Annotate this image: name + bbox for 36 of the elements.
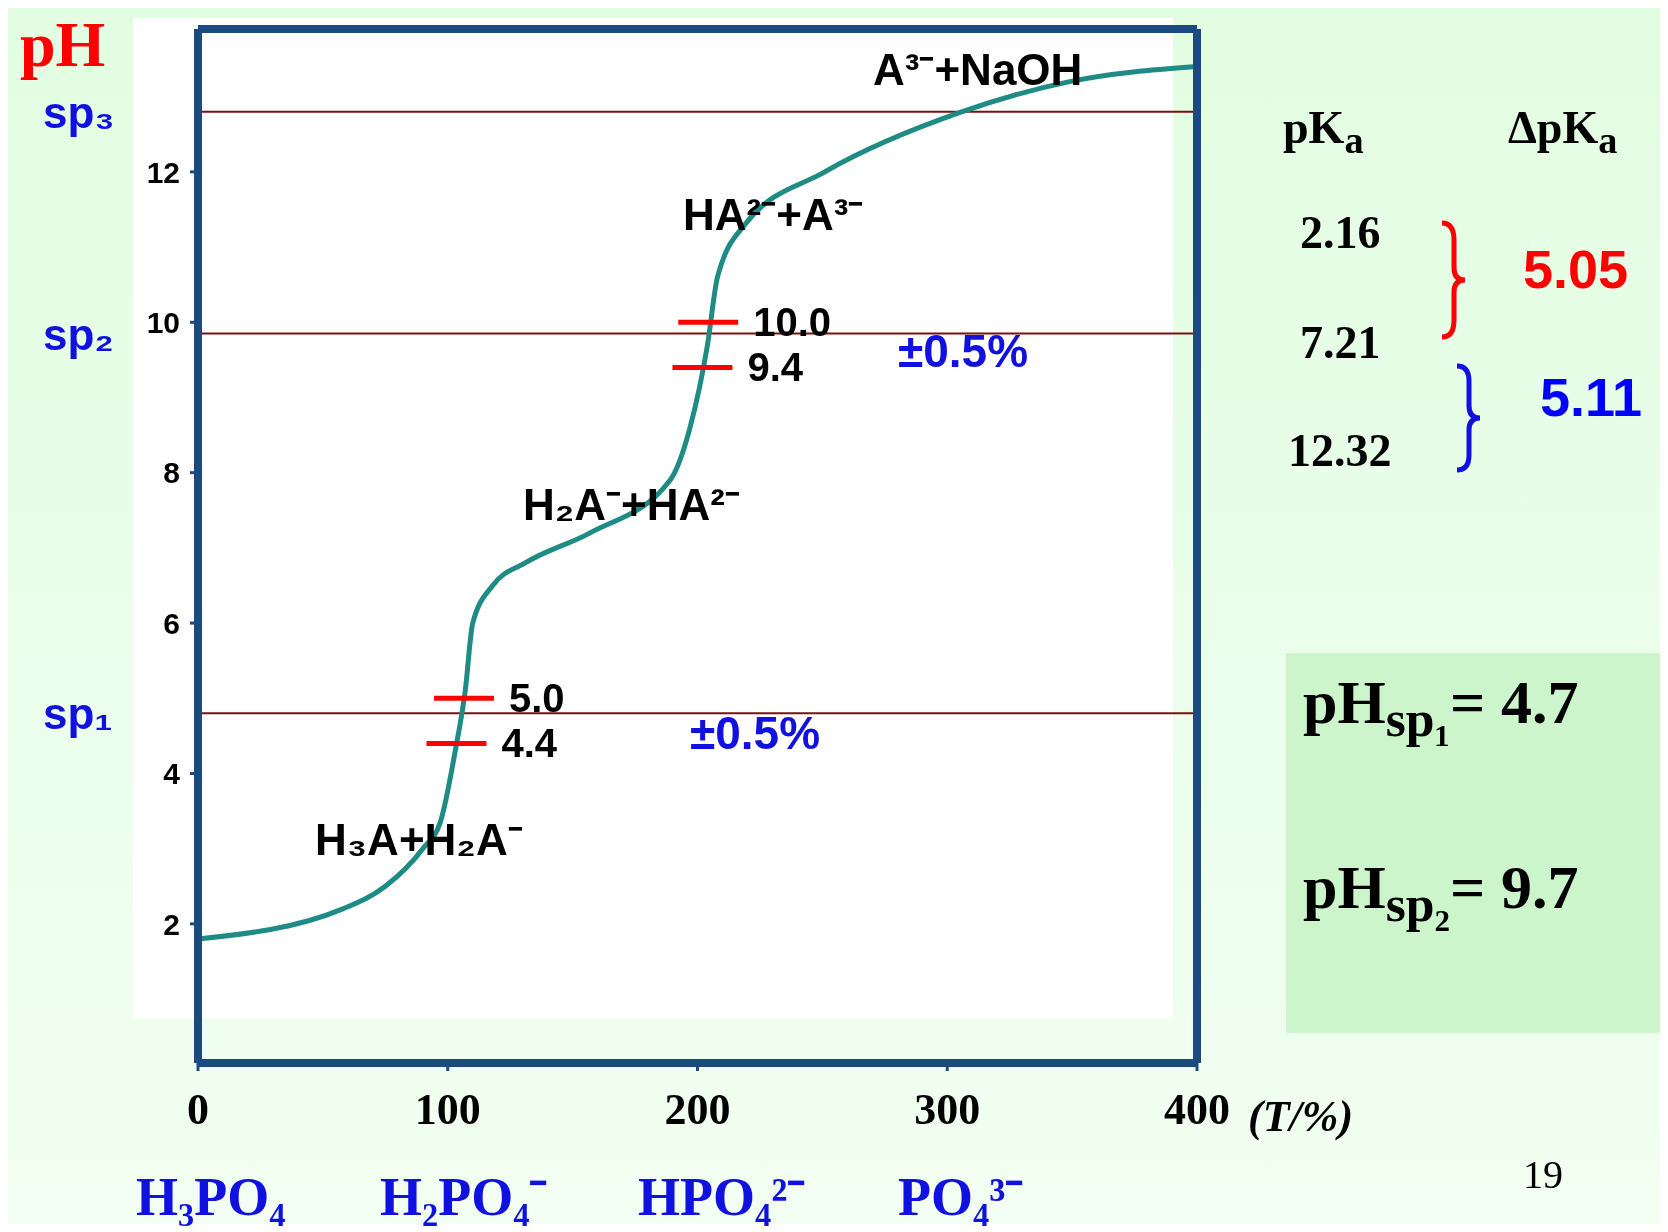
text: 5.05 [1523,239,1629,300]
text: ΔpK$_{a}$ [1508,102,1618,162]
y-tick-label: 2 [163,907,180,941]
x-tick-label: 200 [664,1085,731,1135]
x-tick-label: 0 [187,1085,209,1135]
x-tick-label: 400 [1164,1085,1230,1135]
x-tick-label: 300 [914,1085,981,1135]
y-tick-label: 10 [146,305,180,339]
text: H₃PO₄ [136,1167,286,1228]
x-tick-label: 100 [414,1085,481,1135]
text: PO₄³⁻ [898,1167,1024,1228]
text: pH$_{sp₁}$= 4.7 [1303,668,1579,749]
annotation: 5.0 [508,676,565,721]
x-axis-title: (T/%) [1248,1091,1354,1142]
annotation: A³⁻+NaOH [873,45,1083,95]
y-tick-label: 8 [163,456,180,490]
text: 12.32 [1288,425,1392,477]
annotation: 4.4 [501,721,558,766]
annotation: 9.4 [747,345,804,390]
y-tick-label: 12 [146,155,180,189]
y-tick-label: 4 [163,757,181,791]
ref-line-label: sp₃ [43,87,115,137]
text: H₂PO₄⁻ [380,1167,548,1228]
text: 5.11 [1540,367,1643,428]
text: HPO₄²⁻ [638,1167,806,1228]
annotation: ±0.5% [898,325,1029,377]
y-axis-title: pH [20,8,106,82]
annotation: ±0.5% [690,707,821,759]
text: 2.16 [1300,207,1381,259]
text: 7.21 [1300,317,1381,369]
text: 19 [1523,1152,1563,1197]
text: pK$_{a}$ [1283,102,1364,162]
ref-line-label: sp₁ [43,689,113,739]
ref-line-label: sp₂ [43,309,114,359]
y-tick-label: 6 [163,606,180,640]
text: pH$_{sp₂}$= 9.7 [1303,853,1579,934]
